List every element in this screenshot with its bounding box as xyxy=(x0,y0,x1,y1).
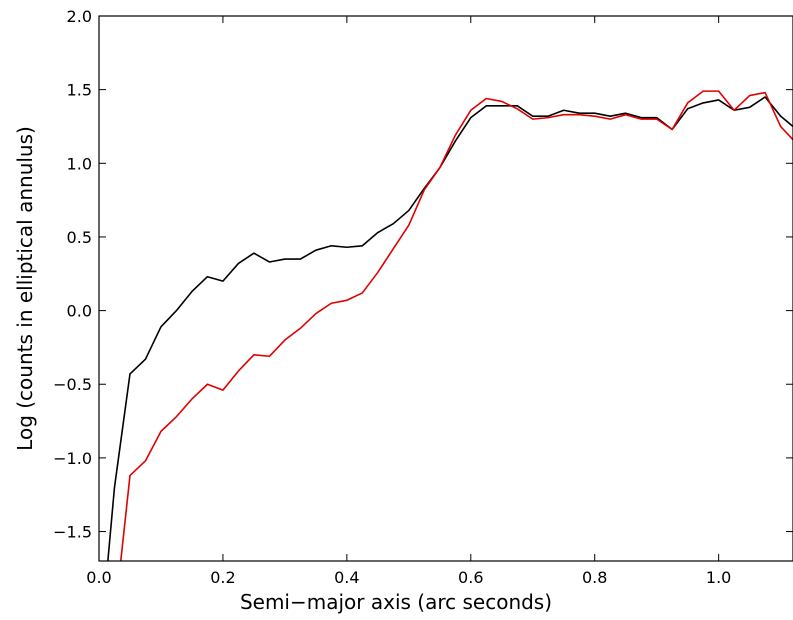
series-line-2 xyxy=(119,90,793,561)
y-tick-label: 0.5 xyxy=(67,228,92,247)
x-axis-label: Semi−major axis (arc seconds) xyxy=(240,590,552,614)
series-line-1 xyxy=(107,96,793,561)
y-tick-label: 2.0 xyxy=(67,7,92,26)
x-tick-label: 0.6 xyxy=(458,568,483,587)
y-tick-label: 1.0 xyxy=(67,154,92,173)
y-tick-label: −0.5 xyxy=(53,375,92,394)
series-layer xyxy=(107,90,793,561)
plot-frame xyxy=(98,15,793,562)
x-tick-label: 1.0 xyxy=(706,568,731,587)
x-tick-label: 0.2 xyxy=(210,568,235,587)
y-tick-label: 1.5 xyxy=(67,81,92,100)
x-tick-label: 0.8 xyxy=(582,568,607,587)
y-tick-label: 0.0 xyxy=(67,302,92,321)
x-tick-label: 0.4 xyxy=(334,568,359,587)
tick-labels-layer: 0.0 0.2 0.4 0.6 0.8 1.0 −1.5 −1.0 −0.5 0.0 0.5 1.0 1… xyxy=(53,7,731,587)
ticks-layer xyxy=(98,15,793,561)
x-tick-label: 0.0 xyxy=(86,568,111,587)
y-tick-label: −1.0 xyxy=(53,449,92,468)
y-axis-label: Log (counts in elliptical annulus) xyxy=(13,126,37,451)
y-tick-label: −1.5 xyxy=(53,523,92,542)
